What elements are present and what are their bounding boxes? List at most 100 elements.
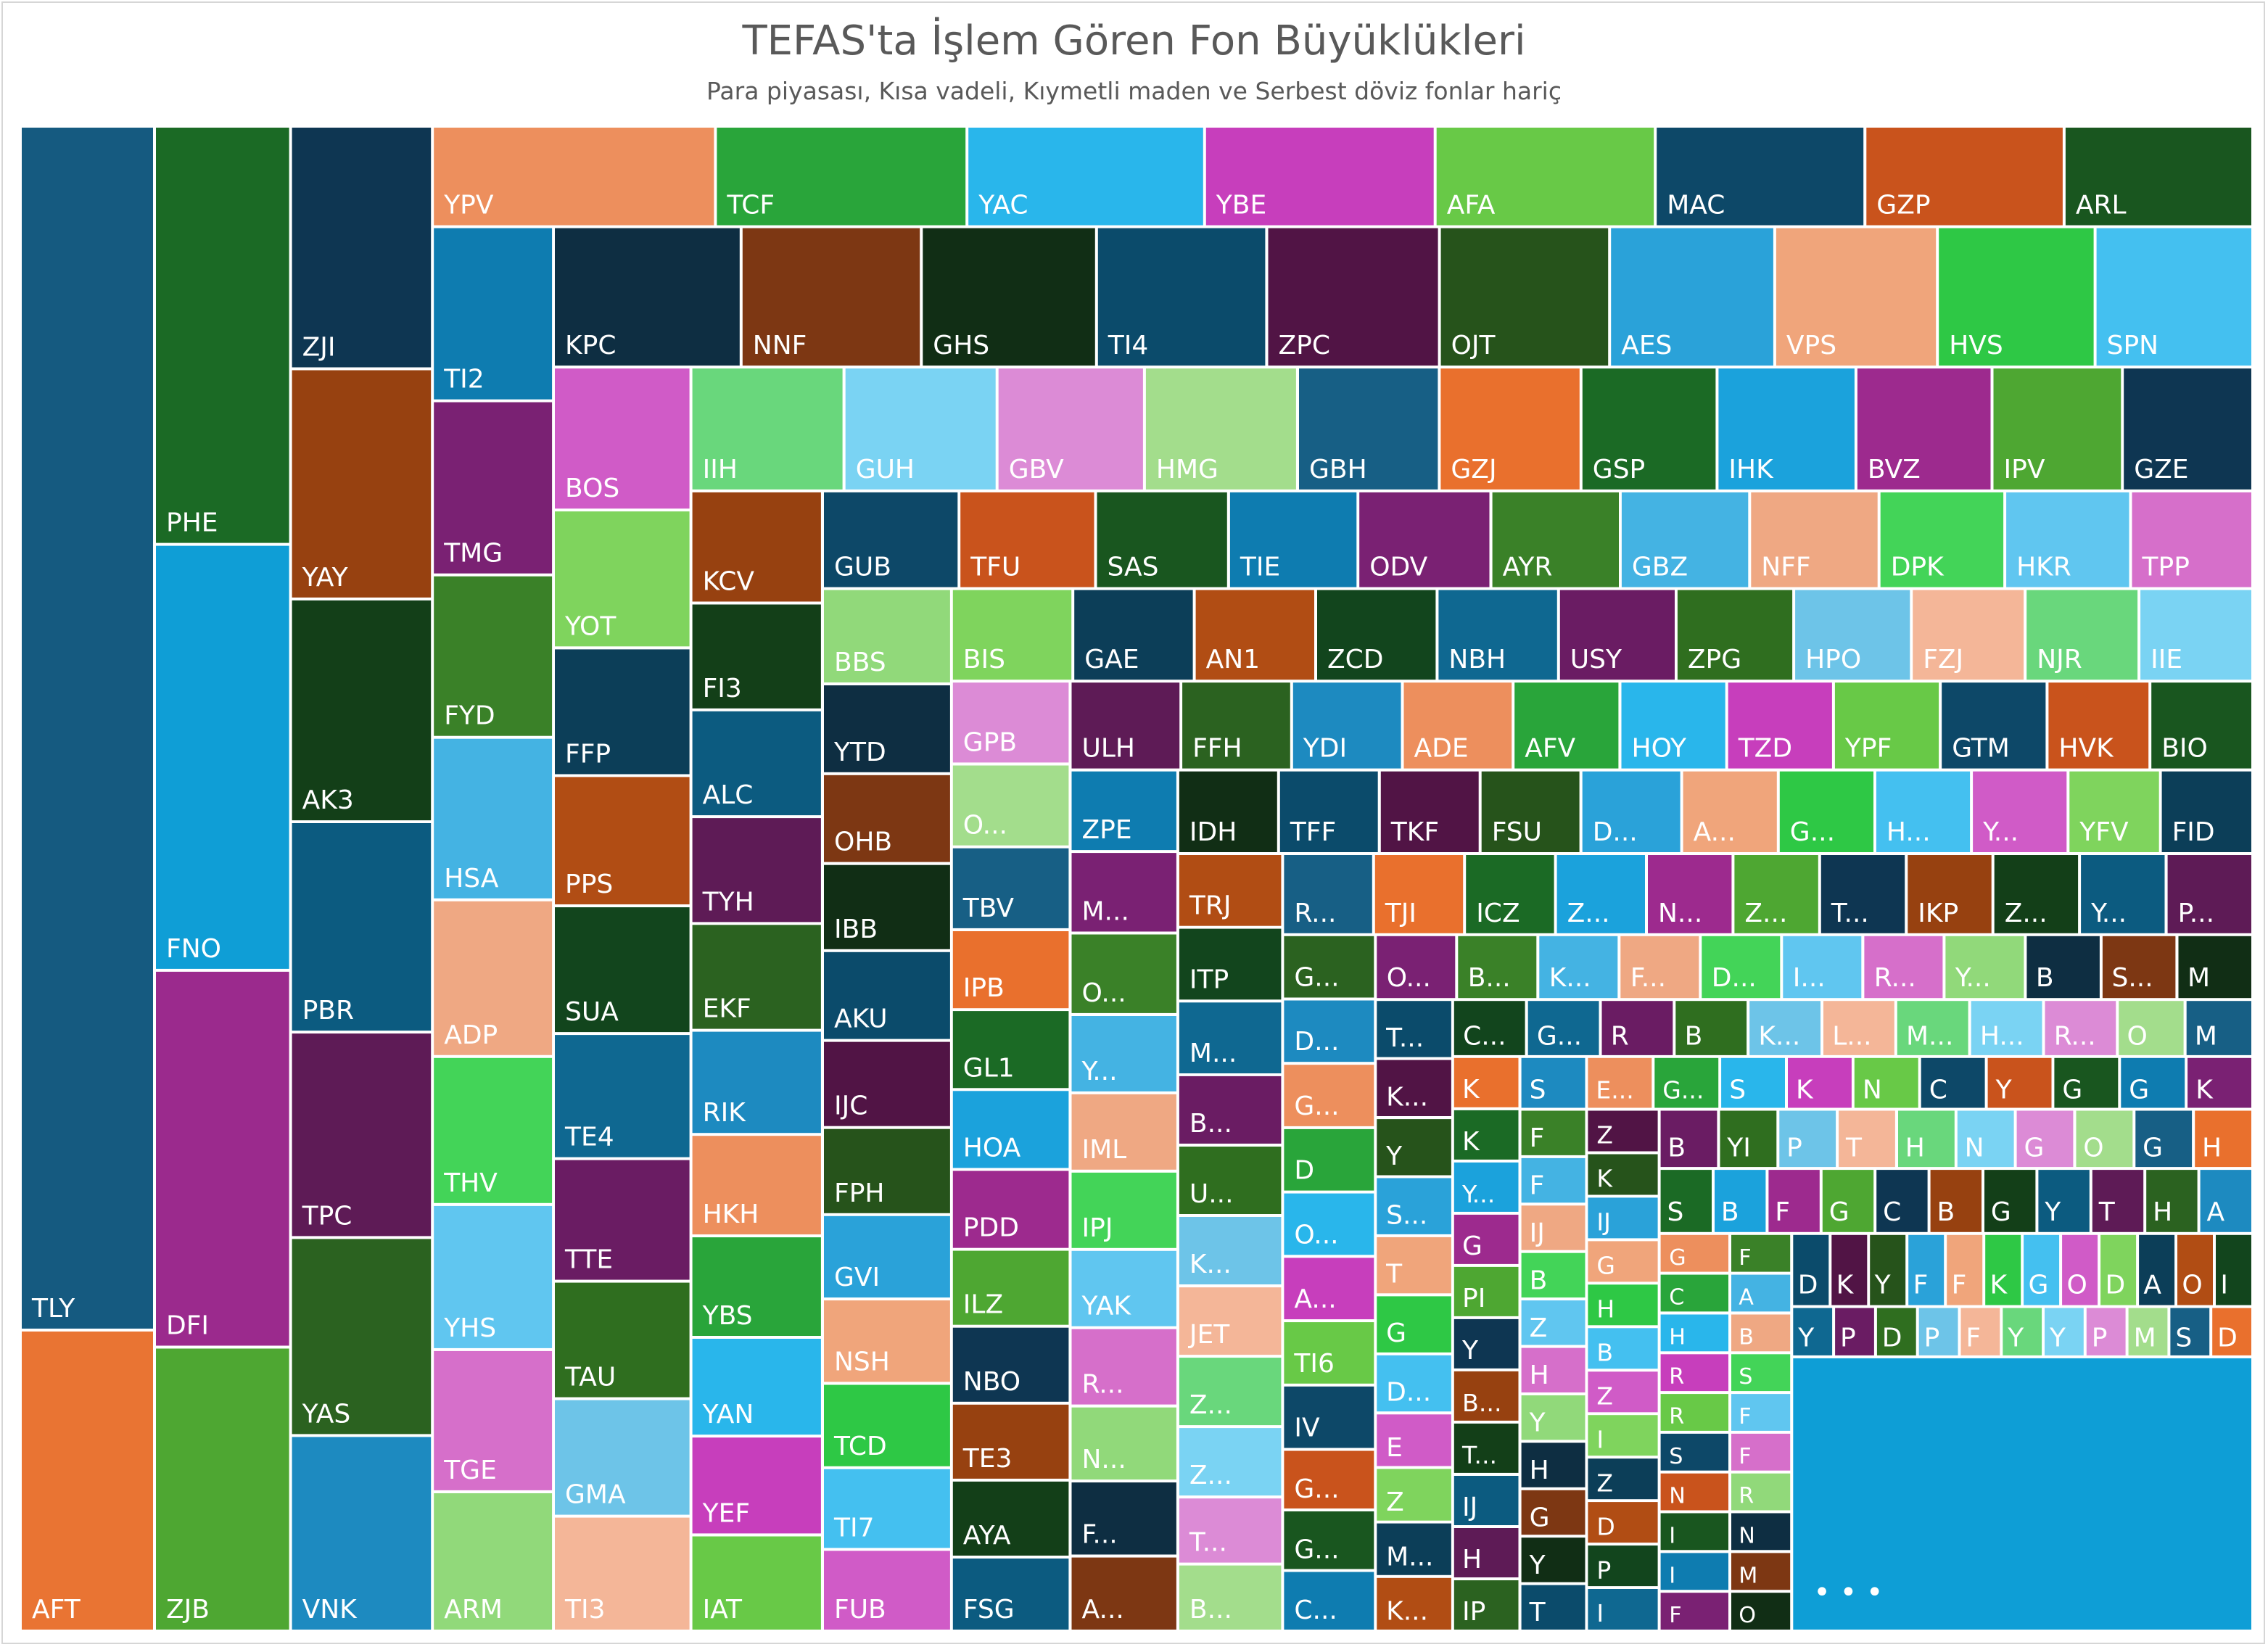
treemap-cell-rect bbox=[692, 1136, 821, 1235]
treemap-cell-rect bbox=[292, 1033, 432, 1237]
treemap-cell-label: TRJ bbox=[1189, 891, 1232, 921]
treemap-cell-label: ADP bbox=[444, 1020, 498, 1050]
treemap-cell: SUA bbox=[555, 907, 690, 1033]
treemap-cell-label: N bbox=[1669, 1484, 1686, 1509]
treemap-cell-label: C bbox=[1669, 1285, 1684, 1310]
treemap-cell-label: TTE bbox=[564, 1245, 613, 1275]
treemap-cell-rect bbox=[1660, 1553, 1728, 1590]
treemap-cell-label: ICZ bbox=[1476, 899, 1519, 928]
treemap-cell: M bbox=[2128, 1308, 2168, 1355]
treemap-cell-label: YDI bbox=[1303, 734, 1347, 764]
treemap-cell: BVZ bbox=[1857, 368, 1991, 490]
treemap-cell: TKF bbox=[1380, 771, 1479, 852]
treemap-cell-rect bbox=[2076, 1110, 2133, 1168]
treemap-cell-label: R bbox=[1669, 1404, 1684, 1429]
treemap-cell: G bbox=[1521, 1490, 1585, 1535]
treemap-cell-label: IPB bbox=[963, 973, 1005, 1003]
treemap-cell-label: S bbox=[1667, 1197, 1684, 1227]
treemap-cell-rect bbox=[292, 823, 432, 1031]
treemap-cell-rect bbox=[2026, 936, 2100, 999]
treemap-cell: GBH bbox=[1299, 368, 1438, 490]
treemap-cell: T... bbox=[1453, 1423, 1519, 1473]
treemap-cell-label: HVK bbox=[2058, 734, 2114, 764]
treemap-cell: AYA bbox=[952, 1481, 1069, 1556]
treemap-cell-label: H... bbox=[1980, 1022, 2024, 1052]
treemap-cell-rect bbox=[1179, 1358, 1282, 1426]
treemap-cell-label: B bbox=[2036, 963, 2054, 993]
treemap-cell: PPS bbox=[555, 777, 690, 904]
treemap-cell: O bbox=[2119, 1001, 2184, 1055]
treemap-cell: JET bbox=[1179, 1287, 1282, 1355]
treemap-cell-rect bbox=[824, 492, 958, 587]
treemap-cell: ARL bbox=[2065, 128, 2251, 226]
treemap-cell-rect bbox=[1453, 1476, 1519, 1525]
treemap-cell-label: FSU bbox=[1492, 817, 1542, 847]
treemap-cell-label: AKU bbox=[834, 1004, 888, 1034]
treemap-cell: S bbox=[1521, 1057, 1585, 1108]
treemap-cell-rect bbox=[998, 368, 1143, 490]
treemap-cell: R... bbox=[2045, 1001, 2116, 1055]
treemap-cell-rect bbox=[1866, 128, 2063, 226]
treemap-cell-label: H bbox=[2202, 1133, 2222, 1163]
treemap-cell-rect bbox=[1205, 128, 1434, 226]
treemap-cell: GUB bbox=[824, 492, 958, 587]
treemap-cell-label: HMG bbox=[1156, 455, 1218, 484]
treemap-cell-rect bbox=[1731, 1433, 1791, 1471]
treemap-cell: Y bbox=[1870, 1234, 1906, 1305]
treemap-cell: GPB bbox=[952, 682, 1069, 763]
treemap-cell: GMA bbox=[555, 1400, 690, 1515]
treemap-cell-rect bbox=[1749, 1001, 1820, 1055]
treemap-cell-rect bbox=[1284, 1193, 1374, 1255]
treemap-cell-label: B bbox=[1667, 1133, 1686, 1163]
treemap-cell-rect bbox=[1179, 1498, 1282, 1563]
treemap-cell-rect bbox=[1097, 228, 1266, 366]
treemap-cell-rect bbox=[952, 1011, 1069, 1089]
treemap-cell: FYD bbox=[434, 576, 553, 736]
treemap-cell: ZPG bbox=[1677, 590, 1793, 680]
treemap-cell-label: TE3 bbox=[962, 1444, 1013, 1474]
treemap-cell: TI2 bbox=[434, 228, 553, 400]
treemap-cell: P... bbox=[2167, 855, 2251, 933]
treemap-cell-label: O bbox=[2067, 1271, 2087, 1300]
treemap-cell-rect bbox=[1660, 1473, 1728, 1511]
treemap-cell: P bbox=[2086, 1308, 2126, 1355]
treemap-cell-label: OHB bbox=[834, 827, 892, 857]
treemap-cell-rect bbox=[1957, 1110, 2014, 1168]
treemap-cell-rect bbox=[434, 1205, 553, 1348]
treemap-cell: IHK bbox=[1718, 368, 1855, 490]
treemap-cell-label: O bbox=[2182, 1271, 2202, 1300]
treemap-cell-label: YFV bbox=[2079, 817, 2129, 847]
treemap-cell-rect bbox=[1728, 682, 1832, 769]
treemap-cell-label: TPP bbox=[2142, 553, 2190, 582]
treemap-cell-label: HKR bbox=[2016, 553, 2071, 582]
treemap-cell-label: FFH bbox=[1192, 734, 1242, 764]
treemap-cell: TMG bbox=[434, 402, 553, 574]
treemap-cell-label: F bbox=[1530, 1171, 1545, 1201]
treemap-cell: K bbox=[2187, 1057, 2251, 1108]
treemap-cell-rect bbox=[292, 600, 432, 821]
treemap-cell-rect bbox=[1582, 368, 1716, 490]
treemap-cell-label: B... bbox=[1468, 963, 1511, 993]
treemap-cell: F bbox=[1768, 1170, 1820, 1232]
treemap-cell-rect bbox=[2081, 855, 2165, 933]
treemap-cell: F bbox=[1731, 1394, 1791, 1431]
treemap-cell-rect bbox=[1453, 1318, 1519, 1369]
treemap-cell-label: MAC bbox=[1667, 191, 1725, 220]
treemap-cell: TJI bbox=[1374, 855, 1464, 933]
treemap-cell-rect bbox=[1834, 682, 1939, 769]
treemap-cell-label: YPV bbox=[443, 191, 494, 220]
treemap-cell-label: D... bbox=[1294, 1027, 1339, 1057]
treemap-cell: BOS bbox=[555, 368, 690, 509]
treemap-cell-rect bbox=[555, 1282, 690, 1398]
treemap-cell: A... bbox=[1683, 771, 1777, 852]
treemap-cell-rect bbox=[1514, 682, 1619, 769]
treemap-cell-label: S bbox=[1669, 1444, 1683, 1469]
treemap-cell-rect bbox=[1268, 228, 1438, 366]
treemap-cell-rect bbox=[2132, 492, 2251, 587]
treemap-cell-label: HOY bbox=[1632, 734, 1687, 764]
treemap-cell: C bbox=[1660, 1274, 1728, 1312]
treemap-cell: S bbox=[1721, 1057, 1785, 1108]
treemap-cell-label: YEF bbox=[702, 1499, 750, 1529]
treemap-cell: HVK bbox=[2048, 682, 2149, 769]
treemap-cell-rect bbox=[1179, 1287, 1282, 1355]
